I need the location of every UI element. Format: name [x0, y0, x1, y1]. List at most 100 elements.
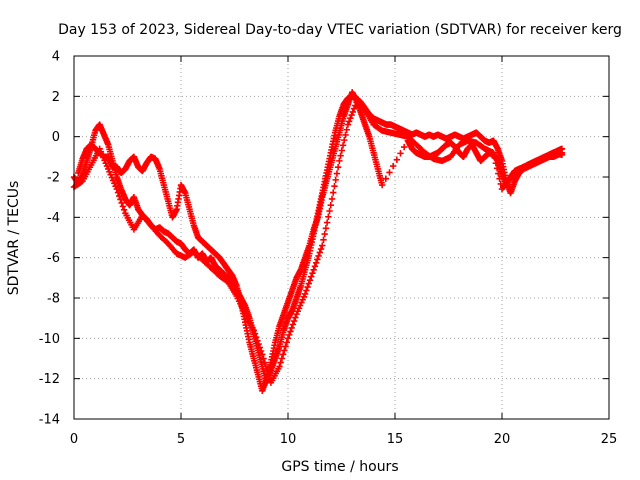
y-tick-label: -10: [39, 332, 60, 347]
data-point-interp: [255, 340, 262, 348]
data-point-interp: [400, 143, 408, 151]
data-point-interp: [116, 192, 123, 200]
data-point: [259, 351, 266, 358]
x-tick-label: 10: [280, 432, 297, 447]
data-point-interp: [337, 152, 344, 159]
data-point-interp: [119, 203, 127, 210]
data-point: [327, 202, 334, 209]
data-point: [113, 185, 120, 193]
data-point-interp: [260, 355, 267, 362]
data-point-interp: [332, 176, 339, 184]
data-point-interp: [315, 252, 322, 260]
data-point: [378, 181, 386, 189]
data-point-interp: [323, 219, 331, 226]
data-point-interp: [326, 207, 333, 215]
x-tick-label: 15: [387, 432, 404, 447]
data-point-interp: [342, 131, 349, 139]
y-tick-label: -6: [47, 251, 60, 266]
y-tick-label: -14: [39, 413, 60, 428]
data-point-interp: [277, 359, 284, 366]
data-point: [250, 327, 257, 334]
chart-title: Day 153 of 2023, Sidereal Day-to-day VTE…: [58, 22, 622, 38]
data-point-interp: [382, 175, 390, 182]
data-point-interp: [334, 164, 342, 171]
data-point: [276, 363, 283, 370]
data-point-interp: [114, 189, 122, 196]
data-point-interp: [317, 245, 325, 253]
data-point-interp: [287, 328, 294, 335]
data-point-interp: [283, 339, 290, 346]
data-point-interp: [282, 343, 289, 350]
data-point-interp: [292, 314, 299, 321]
y-tick-label: -8: [47, 292, 60, 307]
x-tick-label: 25: [601, 432, 618, 447]
y-tick-label: 2: [52, 90, 60, 105]
data-point-interp: [306, 276, 314, 284]
data-point-interp: [290, 317, 298, 325]
data-point-interp: [330, 189, 337, 196]
data-point-interp: [496, 175, 503, 182]
data-point-interp: [281, 347, 288, 354]
data-point: [490, 149, 497, 156]
data-point-interp: [117, 196, 124, 203]
data-point-interp: [347, 115, 354, 122]
data-point-interp: [118, 199, 125, 207]
data-point-interp: [331, 183, 338, 190]
data-point-interp: [305, 280, 312, 287]
x-tick-label: 20: [494, 432, 511, 447]
data-point: [336, 157, 343, 165]
data-point-interp: [304, 283, 311, 291]
grid-lines: [74, 56, 609, 419]
data-point-interp: [393, 156, 401, 163]
y-tick-label: -4: [47, 211, 60, 226]
data-point: [284, 335, 292, 342]
y-tick-label: 0: [52, 130, 60, 145]
data-series: [70, 89, 566, 394]
data-point-interp: [322, 225, 330, 232]
data-point: [310, 266, 317, 273]
data-point-interp: [321, 230, 328, 238]
data-point-interp: [257, 347, 265, 355]
data-point-interp: [491, 154, 498, 162]
data-point-interp: [345, 118, 353, 125]
data-point-interp: [316, 249, 323, 256]
data-point-interp: [341, 136, 348, 144]
data-point-interp: [495, 170, 502, 177]
y-axis-ticks: -14 -12 -10 -8 -6 -4 -2 0 2 4: [39, 50, 609, 428]
data-point-interp: [265, 371, 272, 378]
data-point: [301, 290, 309, 298]
data-point-interp: [286, 331, 293, 339]
data-point-interp: [309, 270, 316, 277]
series-3: [70, 99, 566, 386]
y-tick-label: -2: [47, 171, 60, 186]
data-point-interp: [279, 351, 287, 358]
data-point-interp: [262, 363, 270, 370]
data-point-interp: [254, 337, 261, 344]
x-tick-label: 0: [70, 432, 78, 447]
data-point-interp: [386, 169, 393, 176]
data-point-interp: [308, 273, 315, 280]
y-axis-label: SDTVAR / TECUs: [6, 181, 22, 296]
x-tick-label: 5: [177, 432, 185, 447]
data-point-interp: [289, 321, 297, 328]
x-axis-ticks: 0 5 10 15 20 25: [70, 56, 617, 447]
data-point-interp: [343, 126, 350, 133]
data-point-interp: [339, 142, 347, 149]
data-point-interp: [348, 111, 355, 119]
data-point-interp: [338, 147, 346, 154]
data-point-interp: [349, 108, 357, 116]
data-point-interp: [312, 259, 320, 267]
y-tick-label: -12: [39, 372, 60, 387]
data-point-interp: [264, 367, 271, 374]
data-point-interp: [261, 359, 268, 366]
data-point-interp: [253, 333, 260, 341]
series-2: [75, 89, 566, 394]
y-tick-label: 4: [52, 50, 60, 65]
data-point-interp: [492, 159, 500, 167]
data-point-interp: [328, 195, 336, 203]
data-point-interp: [397, 150, 404, 157]
data-point: [344, 121, 352, 128]
data-point-interp: [288, 324, 295, 332]
data-point: [319, 242, 326, 249]
